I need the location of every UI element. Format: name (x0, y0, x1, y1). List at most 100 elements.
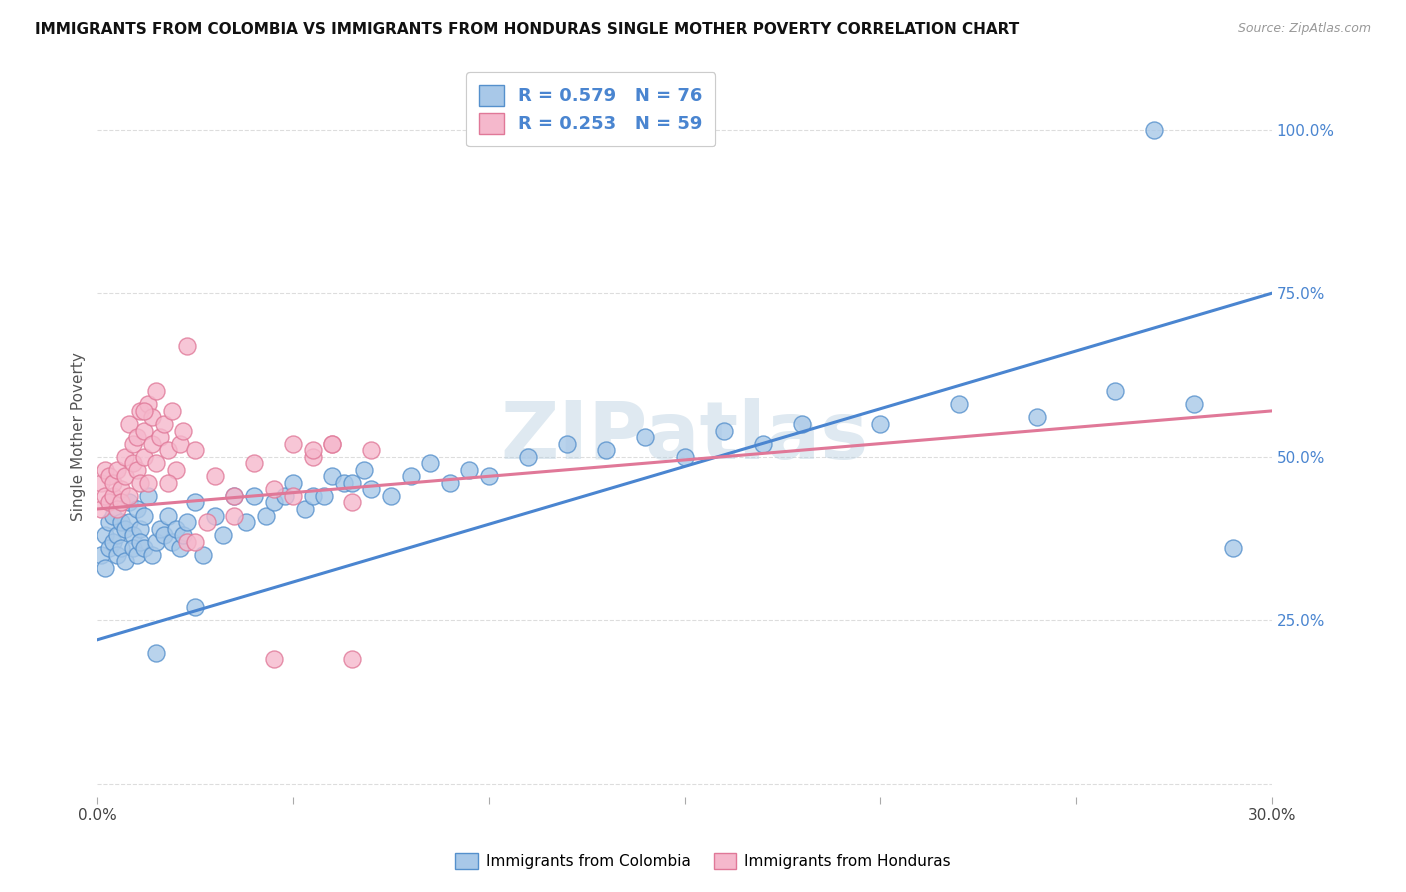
Point (118, 515, 141, 529)
Point (1104, 384, 1126, 399)
Point (243, 456, 266, 470)
Point (948, 397, 970, 411)
Point (595, 443, 617, 458)
Point (321, 436, 343, 450)
Point (114, 522, 136, 536)
Point (90, 502, 112, 516)
Point (314, 489, 336, 503)
Point (141, 548, 163, 562)
Point (340, 475, 363, 490)
Point (125, 502, 148, 516)
Point (169, 436, 191, 450)
Point (118, 495, 141, 509)
Point (517, 450, 540, 464)
Point (235, 515, 257, 529)
Point (101, 489, 124, 503)
Point (101, 508, 124, 523)
Point (98, 469, 121, 483)
Point (458, 463, 481, 477)
Point (301, 489, 323, 503)
Point (301, 450, 323, 464)
Point (101, 534, 124, 549)
Legend: R = 0.579   N = 76, R = 0.253   N = 59: R = 0.579 N = 76, R = 0.253 N = 59 (465, 72, 716, 146)
Point (184, 600, 207, 615)
Point (224, 489, 246, 503)
Point (94, 561, 117, 575)
Point (634, 430, 657, 444)
Point (94, 489, 117, 503)
Point (156, 475, 179, 490)
Point (125, 430, 148, 444)
Point (165, 463, 187, 477)
Point (118, 417, 141, 431)
Point (673, 450, 696, 464)
Point (136, 397, 159, 411)
Point (149, 522, 172, 536)
Point (134, 508, 156, 523)
Point (118, 489, 141, 503)
Point (165, 522, 187, 536)
Text: IMMIGRANTS FROM COLOMBIA VS IMMIGRANTS FROM HONDURAS SINGLE MOTHER POVERTY CORRE: IMMIGRANTS FROM COLOMBIA VS IMMIGRANTS F… (35, 22, 1019, 37)
Point (110, 483, 132, 497)
Point (145, 384, 167, 399)
Point (114, 554, 136, 568)
Point (114, 469, 136, 483)
Point (156, 508, 179, 523)
Text: Source: ZipAtlas.com: Source: ZipAtlas.com (1237, 22, 1371, 36)
Point (98, 541, 121, 556)
Point (173, 424, 195, 438)
Point (134, 450, 156, 464)
Point (121, 436, 143, 450)
Point (160, 534, 183, 549)
Point (1222, 541, 1244, 556)
Point (176, 338, 198, 352)
Point (869, 417, 891, 431)
Point (125, 463, 148, 477)
Point (204, 469, 226, 483)
Point (263, 483, 285, 497)
Point (134, 424, 156, 438)
Point (419, 456, 441, 470)
Point (281, 436, 304, 450)
Point (98, 495, 121, 509)
Point (1026, 410, 1049, 425)
Point (114, 450, 136, 464)
Text: ZIPatlas: ZIPatlas (501, 398, 869, 476)
Point (360, 443, 382, 458)
Point (204, 508, 226, 523)
Point (301, 443, 323, 458)
Point (380, 489, 402, 503)
Point (153, 528, 176, 542)
Point (184, 443, 207, 458)
Point (141, 436, 163, 450)
Point (145, 534, 167, 549)
Point (156, 443, 179, 458)
Point (110, 515, 132, 529)
Point (121, 456, 143, 470)
Point (90, 548, 112, 562)
Point (134, 541, 156, 556)
Point (173, 528, 195, 542)
Point (129, 534, 152, 549)
Point (136, 475, 159, 490)
Point (1143, 122, 1166, 136)
Point (176, 515, 198, 529)
Point (1182, 397, 1205, 411)
Point (274, 489, 297, 503)
Point (294, 502, 316, 516)
Point (110, 495, 132, 509)
Point (184, 495, 207, 509)
Point (105, 528, 128, 542)
Point (340, 652, 363, 666)
Point (321, 436, 343, 450)
Point (169, 541, 191, 556)
Point (713, 424, 735, 438)
Point (121, 541, 143, 556)
Point (340, 495, 363, 509)
Point (176, 534, 198, 549)
Point (134, 404, 156, 418)
Y-axis label: Single Mother Poverty: Single Mother Poverty (72, 352, 86, 522)
Point (353, 463, 375, 477)
Point (94, 528, 117, 542)
Point (243, 489, 266, 503)
